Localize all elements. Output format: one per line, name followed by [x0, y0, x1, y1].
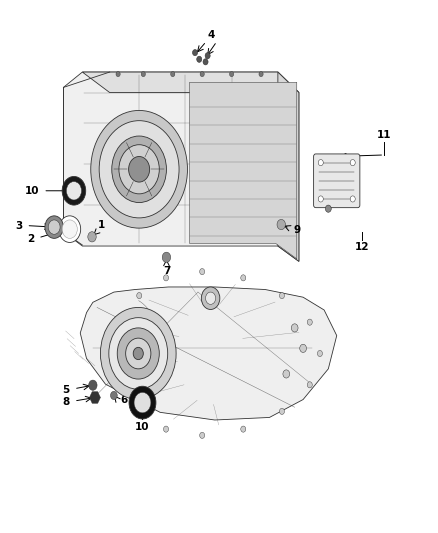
Circle shape [119, 145, 159, 194]
Circle shape [137, 408, 142, 415]
Text: 10: 10 [135, 422, 150, 432]
FancyBboxPatch shape [314, 154, 360, 208]
Polygon shape [64, 72, 299, 261]
Circle shape [200, 71, 204, 77]
Circle shape [230, 71, 234, 77]
Circle shape [59, 216, 81, 243]
Text: 10: 10 [25, 186, 39, 196]
Circle shape [318, 196, 323, 202]
Circle shape [318, 350, 322, 357]
Text: 2: 2 [28, 235, 35, 245]
Circle shape [307, 319, 312, 325]
Circle shape [126, 338, 151, 369]
Circle shape [307, 382, 312, 388]
Polygon shape [278, 72, 299, 261]
Circle shape [200, 269, 205, 274]
Circle shape [283, 370, 290, 378]
Circle shape [193, 50, 198, 55]
Text: 5: 5 [63, 385, 70, 395]
Circle shape [163, 426, 169, 432]
Circle shape [88, 232, 96, 242]
Circle shape [110, 391, 117, 400]
Circle shape [137, 293, 142, 298]
Circle shape [62, 220, 77, 238]
Circle shape [48, 220, 60, 235]
Polygon shape [82, 72, 299, 93]
Circle shape [350, 159, 355, 166]
Circle shape [291, 324, 298, 332]
Circle shape [141, 71, 145, 77]
Text: 11: 11 [377, 130, 392, 140]
Circle shape [203, 59, 208, 65]
Circle shape [171, 71, 175, 77]
Circle shape [350, 196, 355, 202]
Circle shape [300, 344, 307, 352]
Circle shape [259, 71, 263, 77]
Circle shape [109, 318, 168, 389]
Circle shape [163, 275, 169, 281]
Circle shape [121, 382, 126, 388]
Polygon shape [80, 287, 337, 420]
Circle shape [205, 53, 210, 59]
Circle shape [129, 386, 156, 419]
Circle shape [100, 308, 176, 400]
Text: 1: 1 [98, 220, 105, 230]
Circle shape [112, 136, 166, 203]
Circle shape [277, 220, 286, 230]
Circle shape [241, 426, 246, 432]
Circle shape [116, 71, 120, 77]
Circle shape [129, 157, 150, 182]
Circle shape [116, 350, 120, 357]
Circle shape [162, 252, 171, 262]
Text: 12: 12 [355, 242, 369, 252]
Circle shape [133, 348, 143, 360]
Text: 8: 8 [63, 397, 70, 407]
Circle shape [91, 110, 187, 228]
Text: 7: 7 [163, 266, 170, 277]
Text: 4: 4 [208, 30, 215, 40]
Polygon shape [89, 392, 100, 403]
Polygon shape [190, 82, 297, 259]
Circle shape [99, 120, 179, 218]
Circle shape [117, 328, 159, 379]
Text: 6: 6 [120, 394, 127, 405]
Circle shape [88, 380, 97, 390]
Circle shape [197, 56, 202, 62]
Text: 3: 3 [15, 221, 22, 231]
Circle shape [134, 392, 151, 413]
Circle shape [201, 287, 220, 310]
Circle shape [325, 205, 331, 212]
Circle shape [67, 182, 81, 200]
Text: 9: 9 [294, 224, 301, 235]
Circle shape [205, 292, 215, 304]
Circle shape [279, 408, 284, 415]
Circle shape [121, 319, 126, 325]
Circle shape [279, 293, 284, 298]
Circle shape [62, 176, 86, 205]
Circle shape [241, 275, 246, 281]
Circle shape [200, 432, 205, 439]
Circle shape [45, 216, 64, 238]
Circle shape [318, 159, 323, 166]
